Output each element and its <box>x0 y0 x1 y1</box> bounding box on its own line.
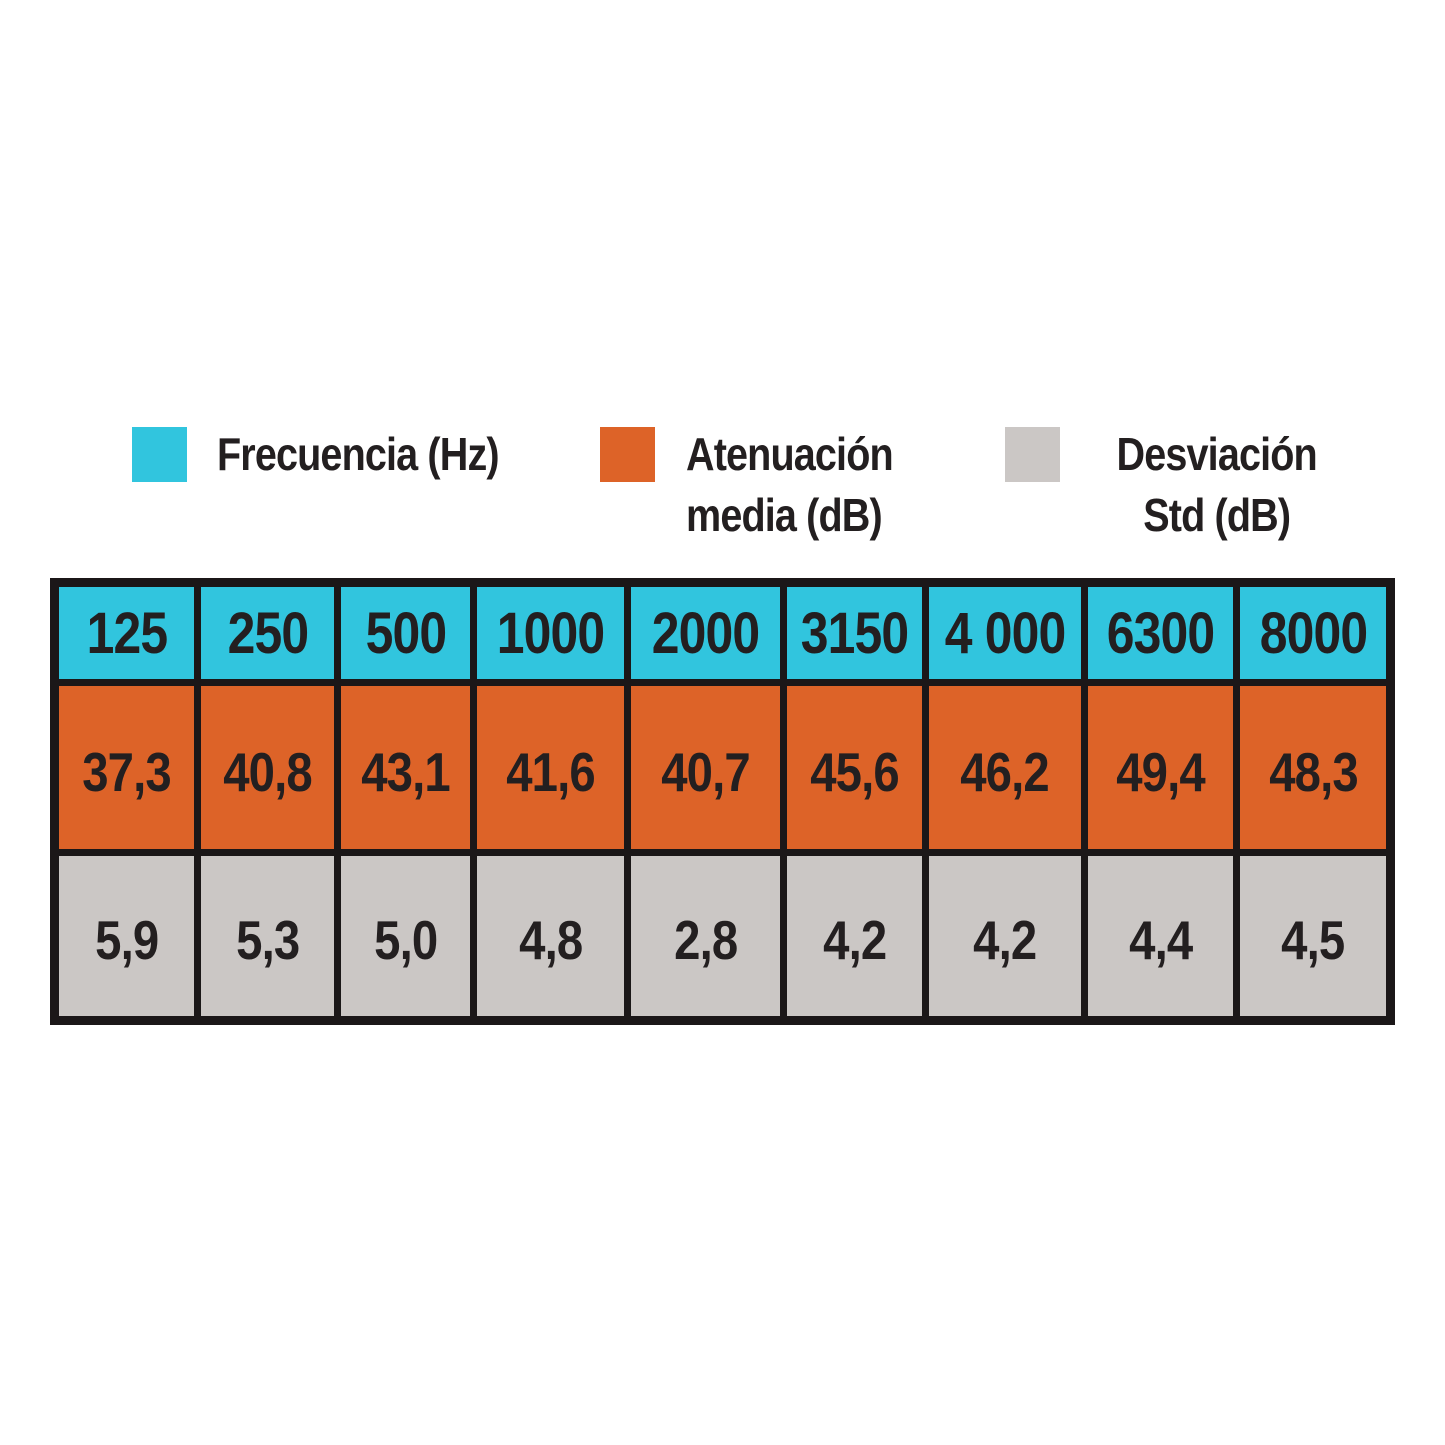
std-deviation-value-cell: 4,5 <box>1233 849 1394 1024</box>
attenuation-value: 46,2 <box>960 740 1050 803</box>
legend-label-attenuation-line2: media (dB) <box>686 489 883 541</box>
frequency-header-row: 125 250 500 1000 2000 3150 4 000 6300 80… <box>51 578 1394 687</box>
legend-label-attenuation: Atenuación media (dB) <box>686 424 894 546</box>
frequency-value: 500 <box>365 600 448 666</box>
legend-label-deviation-line1: Desviación <box>1116 428 1318 480</box>
std-deviation-value: 4,4 <box>1129 909 1193 972</box>
std-deviation-value-cell: 5,9 <box>51 849 201 1024</box>
deviation-swatch-icon <box>1005 427 1060 482</box>
frequency-header-cell: 2000 <box>624 578 788 687</box>
frequency-value: 1000 <box>497 600 605 666</box>
attenuation-value-cell: 40,7 <box>624 679 788 857</box>
std-deviation-value-cell: 5,3 <box>193 849 342 1024</box>
attenuation-value: 40,7 <box>661 740 751 803</box>
attenuation-value: 37,3 <box>82 740 171 803</box>
std-deviation-value: 5,9 <box>94 909 159 972</box>
std-deviation-value-cell: 4,4 <box>1080 849 1241 1024</box>
attenuation-value: 45,6 <box>810 740 900 803</box>
legend-item-attenuation: Atenuación media (dB) <box>600 424 926 546</box>
std-deviation-value: 4,2 <box>973 909 1037 972</box>
frequency-value: 6300 <box>1106 600 1215 666</box>
attenuation-value: 40,8 <box>223 740 312 803</box>
frequency-value: 3150 <box>800 600 909 666</box>
legend-item-deviation: Desviación Std (dB) <box>1005 424 1382 546</box>
std-deviation-value: 2,8 <box>674 909 738 972</box>
attenuation-value-cell: 41,6 <box>470 679 632 857</box>
attenuation-value-cell: 37,3 <box>51 679 201 857</box>
std-deviation-value-cell: 4,2 <box>780 849 929 1024</box>
frequency-header-cell: 4 000 <box>922 578 1088 687</box>
attenuation-value-cell: 43,1 <box>334 679 478 857</box>
std-deviation-value: 5,3 <box>235 909 300 972</box>
frequency-header-cell: 3150 <box>780 578 929 687</box>
attenuation-value-cell: 46,2 <box>922 679 1088 857</box>
legend-label-deviation: Desviación Std (dB) <box>1092 424 1341 546</box>
std-deviation-value-cell: 4,8 <box>470 849 632 1024</box>
attenuation-spec-table: 125 250 500 1000 2000 3150 4 000 6300 80… <box>50 578 1395 1025</box>
std-deviation-value: 4,8 <box>519 909 583 972</box>
std-deviation-row: 5,9 5,3 5,0 4,8 2,8 4,2 4,2 4,4 4,5 <box>51 849 1394 1024</box>
attenuation-row: 37,3 40,8 43,1 41,6 40,7 45,6 46,2 49,4 … <box>51 679 1394 857</box>
legend-item-frequency: Frecuencia (Hz) <box>132 424 545 485</box>
attenuation-value-cell: 40,8 <box>193 679 342 857</box>
attenuation-value-cell: 45,6 <box>780 679 929 857</box>
frequency-header-cell: 500 <box>334 578 478 687</box>
std-deviation-value: 4,2 <box>823 909 887 972</box>
attenuation-value-cell: 48,3 <box>1233 679 1394 857</box>
frequency-header-cell: 8000 <box>1233 578 1394 687</box>
frequency-value: 4 000 <box>944 600 1066 666</box>
std-deviation-value-cell: 4,2 <box>922 849 1088 1024</box>
frequency-header-cell: 6300 <box>1080 578 1241 687</box>
legend-label-attenuation-line1: Atenuación <box>686 428 894 480</box>
std-deviation-value-cell: 2,8 <box>624 849 788 1024</box>
attenuation-value: 41,6 <box>506 740 596 803</box>
frequency-swatch-icon <box>132 427 187 482</box>
attenuation-swatch-icon <box>600 427 655 482</box>
frequency-value: 2000 <box>651 600 760 666</box>
attenuation-value: 49,4 <box>1116 740 1205 803</box>
std-deviation-value: 4,5 <box>1281 909 1346 972</box>
std-deviation-value-cell: 5,0 <box>334 849 478 1024</box>
legend-label-frequency: Frecuencia (Hz) <box>217 424 500 485</box>
frequency-value: 125 <box>86 600 168 666</box>
frequency-header-cell: 125 <box>51 578 201 687</box>
frequency-header-cell: 1000 <box>470 578 632 687</box>
frequency-value: 8000 <box>1259 600 1367 666</box>
attenuation-value-cell: 49,4 <box>1080 679 1241 857</box>
std-deviation-value: 5,0 <box>374 909 438 972</box>
frequency-header-cell: 250 <box>193 578 342 687</box>
legend-label-deviation-line2: Std (dB) <box>1143 489 1291 541</box>
legend-label-frequency-line1: Frecuencia (Hz) <box>217 428 500 480</box>
attenuation-value: 48,3 <box>1268 740 1358 803</box>
frequency-value: 250 <box>227 600 309 666</box>
attenuation-value: 43,1 <box>361 740 451 803</box>
